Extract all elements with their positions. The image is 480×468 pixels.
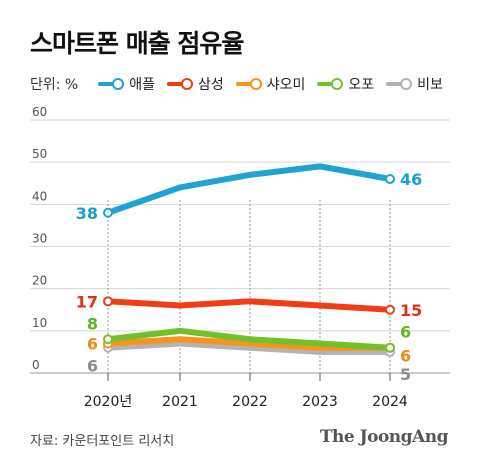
end-value-label: 15 [400, 301, 422, 320]
series-line-1 [105, 298, 393, 313]
series-line-4 [105, 340, 393, 355]
legend-item: 비보 [386, 74, 443, 94]
x-tick-label: 2020년 [84, 394, 133, 410]
start-value-label: 6 [87, 334, 98, 353]
start-value-label: 17 [76, 292, 98, 311]
chart-title: 스마트폰 매출 점유율 [30, 29, 244, 58]
end-value-label: 6 [400, 347, 411, 366]
start-value-label: 38 [76, 204, 98, 223]
legend-item: 샤오미 [235, 74, 306, 94]
series-marker [103, 334, 113, 345]
legend-label: 삼성 [198, 77, 224, 93]
unit-label: 단위: % [30, 77, 79, 93]
series-marker [385, 342, 395, 353]
legend-item: 오포 [317, 74, 374, 94]
series-marker [385, 304, 395, 315]
legend-swatch [317, 78, 344, 90]
end-value-label: 5 [400, 365, 411, 384]
start-value-label: 8 [87, 314, 98, 333]
y-tick-label: 40 [32, 189, 47, 203]
y-tick-label: 60 [32, 105, 47, 119]
legend-swatch [235, 78, 262, 90]
line-chart: 0 10 20 30 40 50 60 2020년 2021 2022 2023 2024 38 46 17… [30, 105, 450, 410]
brand-logo: The JoongAng [319, 427, 449, 447]
x-tick-label: 2021 [162, 394, 198, 410]
legend-label: 애플 [129, 77, 155, 93]
legend-label: 오포 [348, 77, 375, 93]
series-marker [103, 296, 113, 307]
legend: 단위: % 애플 삼성 샤오미 오포 비보 [30, 74, 443, 94]
legend-label: 비보 [417, 77, 443, 93]
x-tick-label: 2024 [372, 394, 408, 410]
legend-item: 애플 [98, 74, 155, 94]
legend-item: 삼성 [167, 74, 224, 94]
x-tick-label: 2022 [232, 394, 268, 410]
start-value-label: 6 [87, 357, 98, 376]
y-tick-label: 0 [32, 358, 40, 372]
series-line-0 [105, 163, 393, 216]
series-marker [385, 174, 395, 185]
source-note: 자료: 카운터포인트 리서치 [30, 434, 175, 449]
series-line-3 [105, 327, 393, 351]
series-marker [103, 207, 113, 218]
legend-swatch [167, 78, 193, 90]
y-tick-label: 20 [32, 274, 47, 288]
y-tick-label: 30 [32, 232, 47, 246]
end-value-label: 6 [400, 323, 411, 342]
legend-swatch [386, 78, 413, 90]
legend-label: 샤오미 [266, 77, 306, 93]
y-tick-label: 50 [32, 147, 47, 161]
x-tick-label: 2023 [302, 394, 338, 410]
end-value-label: 46 [400, 170, 422, 189]
legend-swatch [98, 78, 125, 90]
y-tick-label: 10 [32, 316, 47, 330]
